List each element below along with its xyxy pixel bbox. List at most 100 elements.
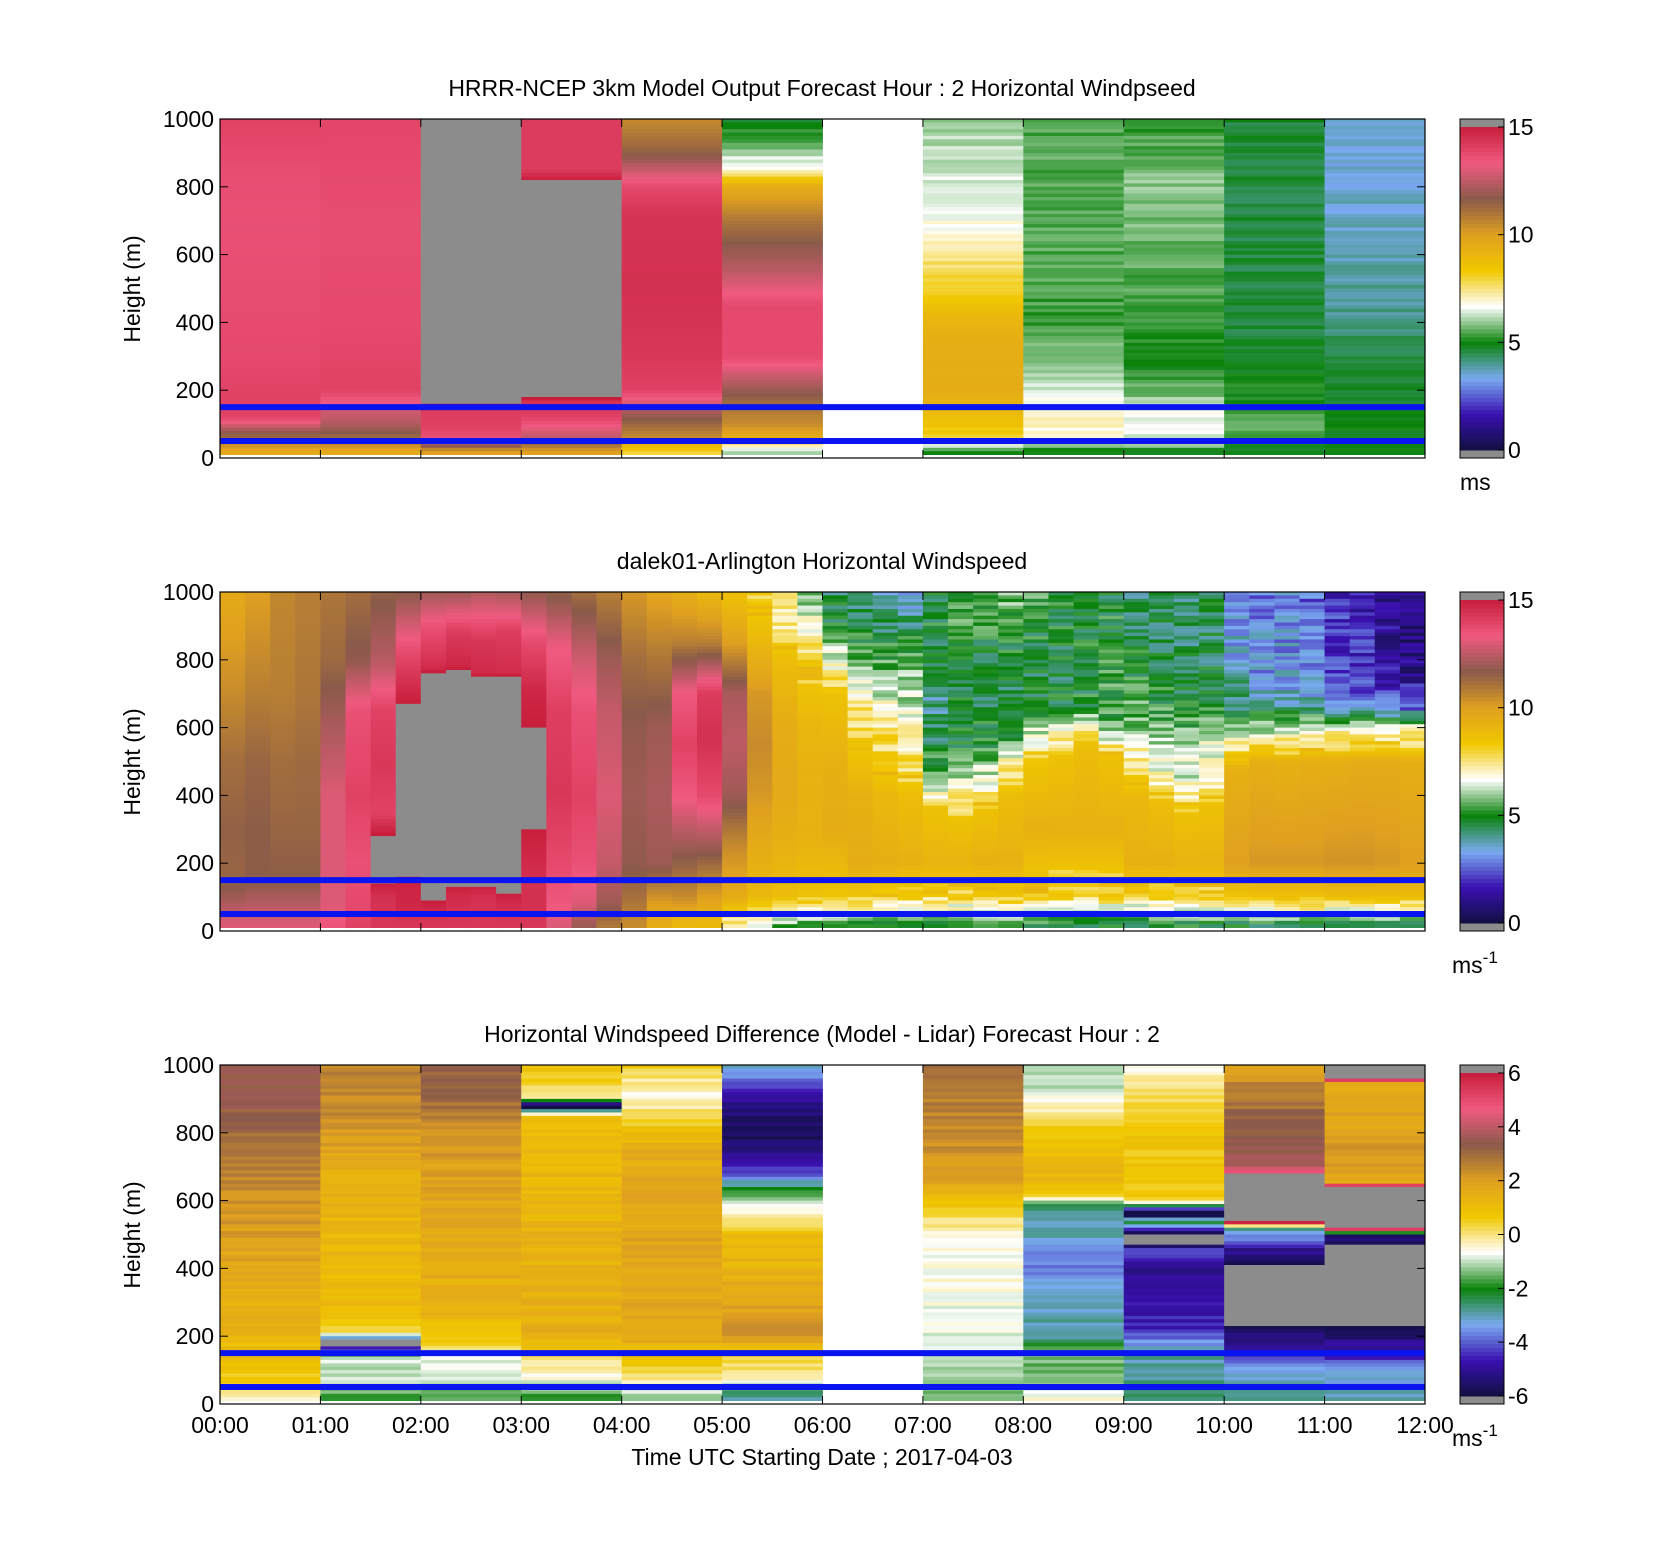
heatmap-cell	[747, 690, 773, 695]
heatmap-cell	[395, 842, 422, 847]
heatmap-cell	[420, 805, 447, 810]
heatmap-cell	[621, 690, 648, 695]
heatmap-cell	[822, 849, 848, 854]
heatmap-cell	[1324, 278, 1426, 283]
heatmap-cell	[671, 686, 698, 691]
heatmap-cell	[671, 697, 698, 701]
heatmap-cell	[772, 724, 798, 728]
heatmap-cell	[722, 244, 823, 249]
heatmap-cell	[1148, 836, 1175, 840]
heatmap-cell	[220, 200, 321, 205]
heatmap-cell	[370, 724, 397, 728]
heatmap-cell	[1324, 203, 1426, 208]
heatmap-cell	[922, 122, 1024, 127]
heatmap-cell	[1224, 383, 1325, 388]
heatmap-cell	[621, 683, 648, 688]
heatmap-cell	[822, 619, 848, 623]
heatmap-cell	[621, 653, 648, 657]
heatmap-cell	[395, 690, 422, 695]
heatmap-cell	[922, 836, 949, 840]
heatmap-cell	[722, 119, 823, 123]
heatmap-cell	[1224, 393, 1325, 398]
heatmap-cell	[1073, 669, 1100, 674]
heatmap-cell	[1023, 322, 1125, 327]
heatmap-cell	[546, 771, 572, 776]
heatmap-cell	[521, 373, 623, 378]
heatmap-cell	[420, 673, 447, 678]
heatmap-cell	[370, 825, 397, 830]
heatmap-cell	[370, 761, 397, 766]
heatmap-cell	[496, 920, 522, 925]
heatmap-cell	[797, 659, 823, 664]
heatmap-cell	[1224, 173, 1325, 178]
heatmap-cell	[1123, 410, 1225, 415]
heatmap-cell	[1324, 268, 1426, 272]
heatmap-cell	[1123, 900, 1150, 905]
heatmap-cell	[1148, 792, 1175, 796]
heatmap-cell	[1073, 734, 1100, 739]
heatmap-cell	[1324, 142, 1426, 147]
heatmap-cell	[948, 710, 974, 715]
heatmap-cell	[1123, 846, 1150, 851]
heatmap-cell	[797, 663, 823, 667]
heatmap-cell	[897, 920, 924, 925]
heatmap-cell	[747, 676, 773, 681]
heatmap-cell	[395, 859, 422, 864]
heatmap-cell	[370, 839, 397, 844]
heatmap-cell	[345, 917, 372, 922]
heatmap-cell	[521, 849, 547, 854]
heatmap-cell	[220, 356, 321, 361]
heatmap-cell	[922, 900, 949, 905]
heatmap-cell	[1148, 798, 1175, 803]
heatmap-cell	[471, 764, 497, 769]
heatmap-cell	[320, 625, 346, 630]
heatmap-cell	[521, 615, 547, 620]
heatmap-cell	[295, 853, 321, 857]
heatmap-cell	[646, 737, 673, 742]
heatmap-cell	[722, 812, 748, 817]
heatmap-cell	[496, 781, 522, 786]
heatmap-cell	[646, 592, 673, 596]
heatmap-cell	[445, 812, 472, 817]
heatmap-cell	[521, 703, 547, 708]
heatmap-cell	[320, 278, 422, 283]
heatmap-cell	[797, 771, 823, 776]
heatmap-cell	[320, 744, 346, 749]
heatmap-cell	[948, 629, 974, 634]
heatmap-cell	[1148, 917, 1175, 922]
heatmap-cell	[621, 781, 648, 786]
heatmap-cell	[546, 778, 572, 783]
heatmap-cell	[696, 798, 723, 803]
heatmap-cell	[370, 680, 397, 684]
heatmap-cell	[797, 676, 823, 681]
heatmap-cell	[420, 924, 447, 929]
heatmap-cell	[1023, 920, 1049, 925]
heatmap-cell	[872, 663, 899, 667]
heatmap-cell	[295, 717, 321, 722]
heatmap-cell	[897, 737, 924, 742]
heatmap-cell	[521, 288, 623, 293]
heatmap-cell	[345, 730, 372, 735]
heatmap-cell	[1123, 859, 1150, 864]
heatmap-cell	[621, 247, 723, 252]
heatmap-cell	[998, 629, 1024, 634]
panel-model-colorbar-unit: ms	[1460, 469, 1491, 495]
heatmap-cell	[1073, 771, 1100, 776]
heatmap-cell	[872, 608, 899, 613]
heatmap-cell	[847, 649, 874, 654]
heatmap-cell	[370, 886, 397, 891]
heatmap-cell	[772, 873, 798, 878]
heatmap-cell	[696, 744, 723, 749]
heatmap-cell	[220, 142, 321, 147]
heatmap-cell	[872, 771, 899, 776]
heatmap-cell	[1098, 924, 1125, 929]
heatmap-cell	[320, 386, 422, 391]
heatmap-cell	[696, 686, 723, 691]
heatmap-cell	[922, 825, 949, 830]
heatmap-cell	[220, 193, 321, 198]
heatmap-cell	[445, 741, 472, 745]
heatmap-cell	[847, 730, 874, 735]
heatmap-cell	[395, 825, 422, 830]
heatmap-cell	[722, 129, 823, 133]
heatmap-cell	[1324, 224, 1426, 228]
